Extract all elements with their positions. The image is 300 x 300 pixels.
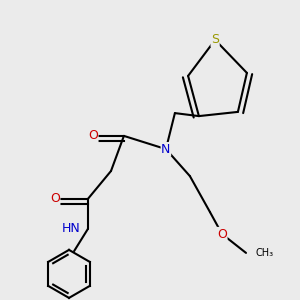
Text: N: N xyxy=(161,142,171,156)
Text: S: S xyxy=(211,33,219,46)
Text: O: O xyxy=(50,192,60,206)
Text: O: O xyxy=(88,129,98,142)
Text: HN: HN xyxy=(62,222,80,236)
Text: O: O xyxy=(217,227,227,241)
Text: CH₃: CH₃ xyxy=(255,248,273,258)
